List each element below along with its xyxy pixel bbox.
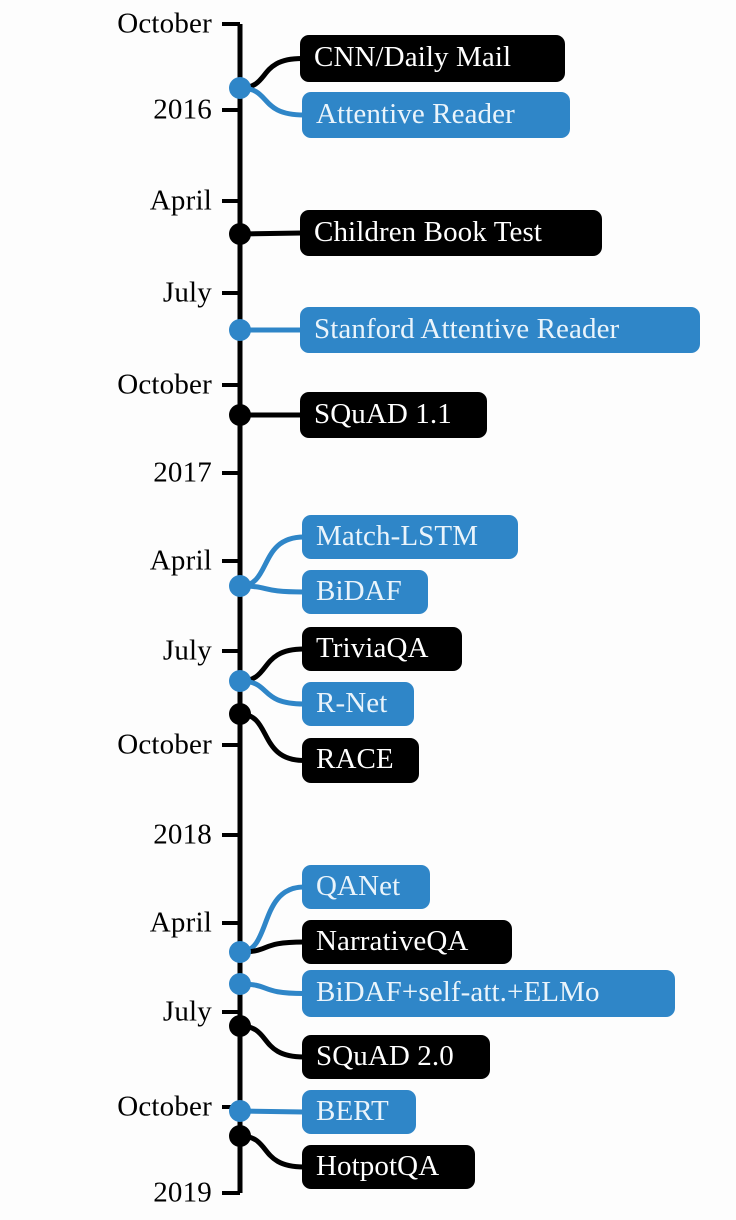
event-label: SQuAD 2.0 (316, 1039, 454, 1072)
event-label: Attentive Reader (316, 97, 515, 130)
event-box-squad-1-1[interactable]: SQuAD 1.1 (300, 392, 487, 438)
event-connector (237, 534, 307, 589)
event-label: SQuAD 1.1 (314, 397, 452, 430)
event-label: RACE (316, 743, 394, 775)
event-box-qanet[interactable]: QANet (302, 865, 430, 909)
axis-tick-label: October (117, 7, 212, 40)
axis-tick-label: April (149, 184, 212, 217)
axis-tick-label: April (149, 544, 212, 577)
event-label: NarrativeQA (316, 924, 469, 957)
event-box-bidaf[interactable]: BiDAF (302, 570, 428, 614)
node-2017-08-dot[interactable] (229, 703, 251, 725)
event-label: BiDAF+self-att.+ELMo (316, 976, 600, 1008)
event-label: Stanford Attentive Reader (314, 312, 620, 345)
event-connector (237, 711, 307, 763)
event-box-stanford-attentive-reader[interactable]: Stanford Attentive Reader (300, 307, 700, 353)
event-label: BERT (316, 1094, 389, 1127)
event-label: Match-LSTM (316, 519, 479, 552)
event-box-bert[interactable]: BERT (302, 1090, 416, 1134)
event-box-match-lstm[interactable]: Match-LSTM (302, 515, 518, 559)
event-box-children-book-test[interactable]: Children Book Test (300, 210, 602, 256)
axis-tick-label: July (162, 995, 212, 1028)
event-label: CNN/Daily Mail (314, 41, 512, 73)
axis-tick-label: October (117, 728, 212, 761)
event-box-cnn-daily-mail[interactable]: CNN/Daily Mail (300, 35, 565, 82)
axis-tick-label: July (162, 634, 212, 667)
node-2016-04-dot[interactable] (229, 223, 251, 245)
axis-tick-label: July (162, 276, 212, 309)
node-2018-11-dot[interactable] (229, 1125, 251, 1147)
connector-group (237, 56, 307, 1170)
event-box-squad-2-0[interactable]: SQuAD 2.0 (302, 1035, 490, 1079)
node-2016-10-dot[interactable] (229, 404, 251, 426)
node-2017-07-dot[interactable] (229, 670, 251, 692)
axis-tick-label: 2017 (153, 456, 212, 489)
event-label: Children Book Test (314, 215, 543, 248)
axis-tick-label: 2016 (153, 93, 212, 126)
axis-tick-label: October (117, 368, 212, 401)
node-2017-04-dot[interactable] (229, 575, 251, 597)
tick-mark-group (222, 22, 240, 1195)
axis-tick-label: October (117, 1090, 212, 1123)
node-2016-08-dot[interactable] (229, 319, 251, 341)
event-box-race[interactable]: RACE (302, 738, 419, 783)
axis-tick-label: 2019 (153, 1176, 212, 1209)
event-box-attentive-reader[interactable]: Attentive Reader (302, 92, 570, 138)
event-label: BiDAF (316, 574, 402, 607)
event-label: TriviaQA (316, 631, 429, 664)
timeline-node-group (229, 77, 251, 1147)
event-label: QANet (316, 869, 401, 902)
axis-tick-label: 2018 (153, 818, 212, 851)
event-box-narrativeqa[interactable]: NarrativeQA (302, 920, 512, 964)
node-2018-06-dot[interactable] (229, 973, 251, 995)
event-box-r-net[interactable]: R-Net (302, 682, 414, 726)
event-box-bidaf-self-att-elmo[interactable]: BiDAF+self-att.+ELMo (302, 970, 675, 1017)
axis-tick-label: April (149, 906, 212, 939)
event-label: HotpotQA (316, 1149, 440, 1182)
event-label: R-Net (316, 686, 388, 719)
node-2018-07-dot[interactable] (229, 1015, 251, 1037)
node-2018-10-dot[interactable] (229, 1100, 251, 1122)
node-2018-04-dot[interactable] (229, 941, 251, 963)
event-box-hotpotqa[interactable]: HotpotQA (302, 1145, 475, 1189)
event-box-triviaqa[interactable]: TriviaQA (302, 627, 462, 671)
node-2016-01-dot[interactable] (229, 77, 251, 99)
